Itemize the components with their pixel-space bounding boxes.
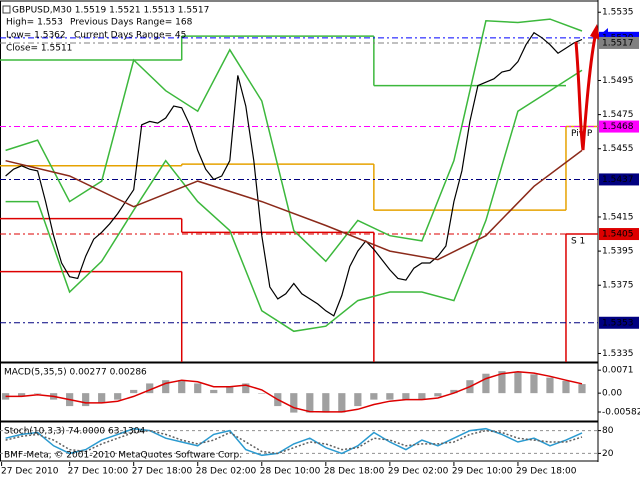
- pane-border: [0, 0, 599, 363]
- pane-border: [0, 421, 599, 462]
- arrow-head: [590, 24, 600, 40]
- y-tick-label: 20: [602, 449, 614, 459]
- histogram-bar: [370, 393, 378, 400]
- histogram-bar: [386, 393, 394, 400]
- histogram-bar: [546, 377, 554, 394]
- series-line: [5, 149, 583, 261]
- y-tick-label: 1.5375: [602, 281, 634, 291]
- histogram-bar: [162, 380, 170, 394]
- histogram-bar: [306, 393, 314, 413]
- y-tick-label: 1.5535: [602, 8, 634, 18]
- pane-title: MACD(5,35,5) 0.00277 0.00286: [4, 368, 147, 378]
- x-tick-label: 28 Dec 18:00: [324, 467, 385, 477]
- pane-title: Stoch(10,3,3) 74.0000 63.1304: [4, 427, 145, 437]
- histogram-bar: [322, 393, 330, 413]
- price-label: 1.5437: [602, 175, 634, 185]
- series-line: [5, 427, 583, 457]
- series-line: [5, 69, 583, 333]
- pane-title: GBPUSD,M30 1.5519 1.5521 1.5513 1.5517: [12, 6, 209, 16]
- symbol-icon: [2, 5, 11, 14]
- histogram-bar: [146, 383, 154, 394]
- info-text: Current Days Range= 45: [74, 31, 186, 41]
- info-text: Previous Days Range= 168: [70, 18, 193, 28]
- histogram-bar: [18, 393, 26, 397]
- x-tick-label: 29 Dec 18:00: [516, 467, 577, 477]
- histogram-bar: [482, 373, 490, 394]
- info-text: High= 1.553: [6, 18, 63, 28]
- series-line: [5, 18, 583, 263]
- pane: Piv PS 1: [0, 18, 598, 362]
- price-label-box: [599, 316, 639, 329]
- arrow-stroke: [574, 31, 598, 151]
- histogram-bar: [290, 393, 298, 413]
- series-line: [5, 371, 583, 413]
- x-tick-label: 28 Dec 10:00: [260, 467, 321, 477]
- y-tick-label: 1.5455: [602, 144, 634, 154]
- y-tick-label: 1.5335: [602, 349, 634, 359]
- price-label: 1.5405: [602, 230, 634, 240]
- histogram-bar: [434, 393, 442, 397]
- histogram-bar: [578, 384, 586, 394]
- histogram-bar: [98, 393, 106, 403]
- y-tick-label: 0.00: [602, 389, 622, 399]
- copyright: BMF-Meta, © 2001-2010 MetaQuotes Softwar…: [4, 451, 242, 461]
- level-label: S 1: [571, 237, 585, 247]
- x-tick-label: 27 Dec 18:00: [132, 467, 193, 477]
- info-text: Close= 1.5511: [6, 44, 72, 54]
- y-tick-label: 1.5395: [602, 247, 634, 257]
- projection-arrow: [574, 24, 600, 151]
- x-tick-label: 28 Dec 02:00: [196, 467, 257, 477]
- price-label-box: [599, 228, 639, 241]
- histogram-bar: [562, 380, 570, 394]
- histogram-bar: [354, 393, 362, 407]
- x-tick-label: 27 Dec 2010: [1, 467, 59, 477]
- price-label-box: [599, 173, 639, 186]
- x-tick-label: 27 Dec 10:00: [68, 467, 129, 477]
- histogram-bar: [498, 371, 506, 394]
- histogram-bar: [210, 389, 218, 394]
- price-label: 1.5353: [602, 318, 634, 328]
- histogram-bar: [258, 393, 266, 394]
- histogram-bar: [114, 393, 122, 400]
- series-line: [5, 31, 583, 317]
- histogram-bar: [82, 393, 90, 407]
- pane: [0, 427, 598, 457]
- pane-border: [0, 362, 599, 422]
- y-tick-label: 1.5495: [602, 76, 634, 86]
- histogram-bar: [242, 383, 250, 394]
- pane: [2, 371, 586, 413]
- histogram-bar: [402, 393, 410, 400]
- histogram-bar: [450, 389, 458, 394]
- histogram-bar: [418, 393, 426, 400]
- price-label-box: [599, 120, 639, 133]
- info-text: Low= 1.5362: [6, 31, 66, 41]
- histogram-bar: [194, 383, 202, 394]
- histogram-bar: [130, 389, 138, 394]
- histogram-bar: [514, 371, 522, 394]
- histogram-bar: [178, 380, 186, 394]
- price-label: 1.5517: [602, 38, 634, 48]
- y-tick-label: -0.00582: [602, 407, 640, 417]
- x-tick-label: 29 Dec 10:00: [452, 467, 513, 477]
- histogram-bar: [226, 386, 234, 394]
- histogram-bar: [34, 393, 42, 394]
- y-tick-label: 0.0071: [602, 366, 634, 376]
- histogram-bar: [530, 374, 538, 394]
- histogram-bar: [338, 393, 346, 413]
- price-label-box: [599, 36, 639, 49]
- price-label: 1.5468: [602, 122, 634, 132]
- y-tick-label: 80: [602, 426, 614, 436]
- y-tick-label: 1.5475: [602, 110, 634, 120]
- x-tick-label: 29 Dec 02:00: [388, 467, 449, 477]
- y-tick-label: 1.5415: [602, 212, 634, 222]
